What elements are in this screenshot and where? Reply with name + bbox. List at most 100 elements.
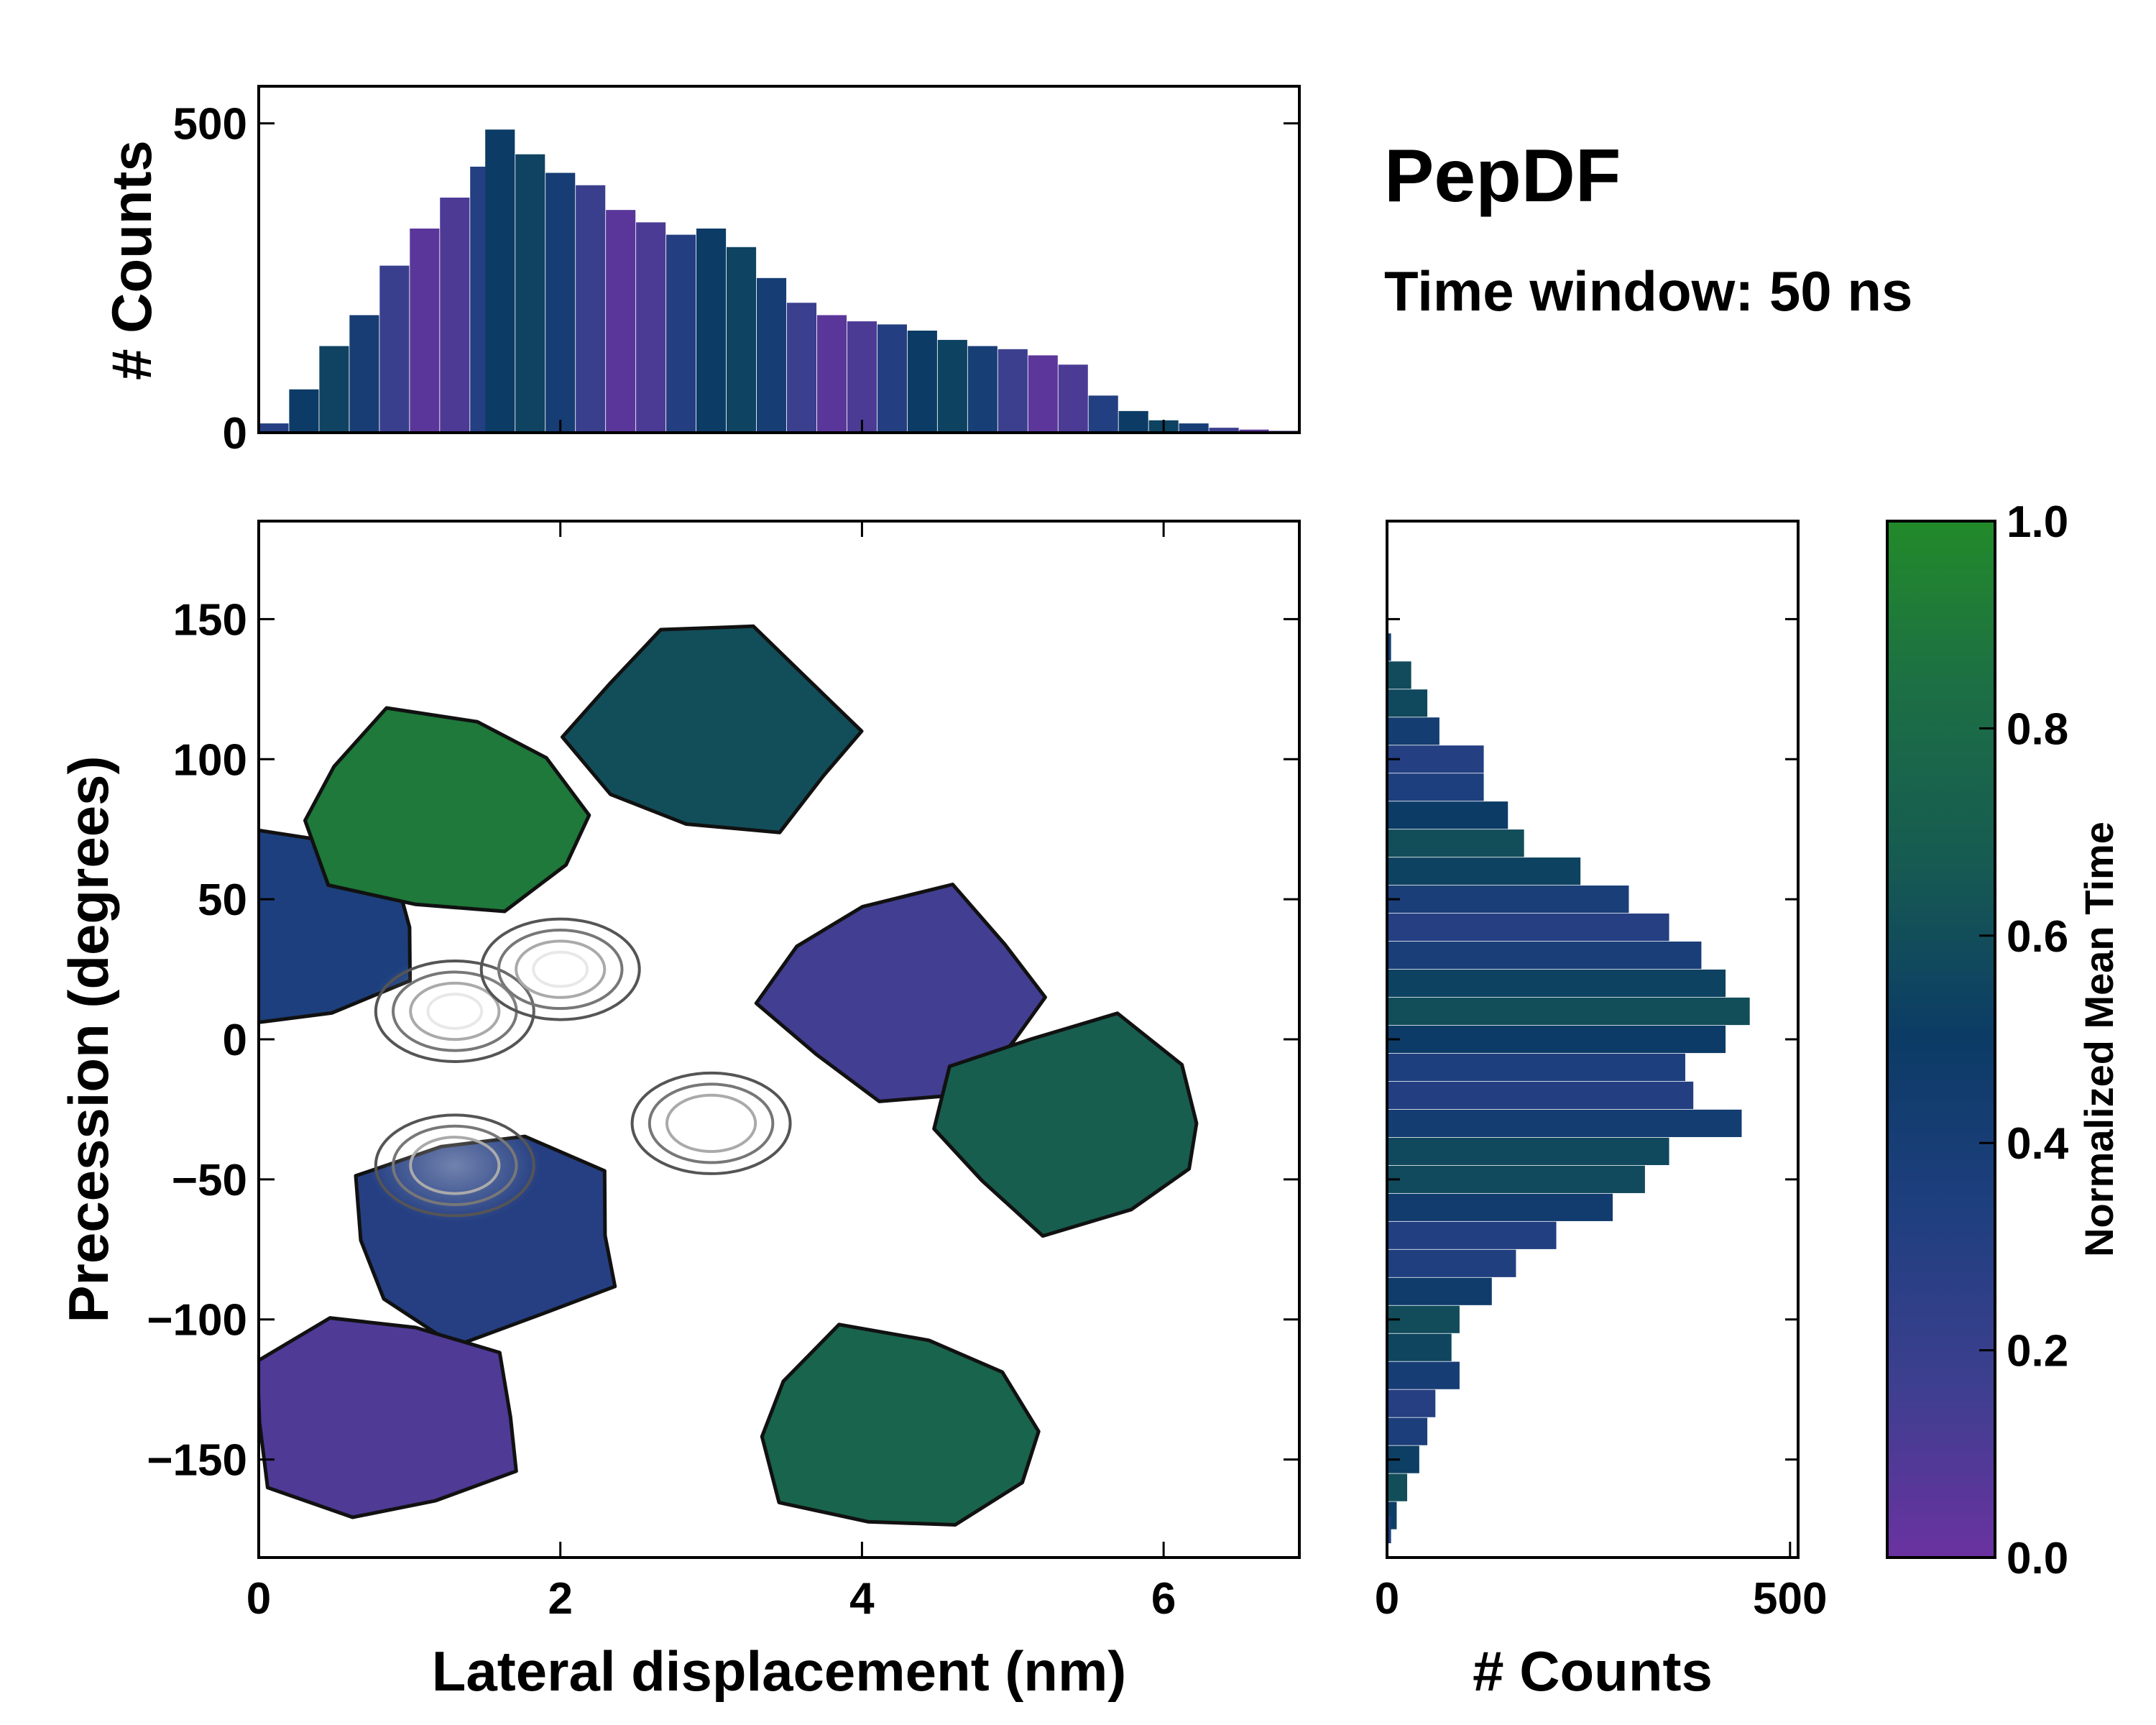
colorbar-tick-label: 0.8 [2007, 704, 2068, 754]
top-bar [967, 346, 998, 433]
right-bar [1387, 1053, 1685, 1082]
colorbar-frame [1886, 520, 1996, 1559]
main-heatmap: 0 2 4 6 150 100 50 0 −50 −100 −150 Lateral displac… [57, 520, 1301, 1703]
right-bar [1387, 1137, 1669, 1165]
top-bar [786, 303, 817, 433]
colorbar-ticks: 0.0 0.2 0.4 0.6 0.8 1.0 [1979, 497, 2069, 1583]
top-bar [1118, 410, 1148, 433]
top-bar [937, 339, 967, 433]
right-bar [1387, 1193, 1613, 1221]
top-bar [1179, 423, 1209, 433]
right-bar [1387, 1389, 1436, 1417]
top-histogram-bars [259, 129, 1299, 433]
top-bar [816, 315, 847, 433]
x-tick-label: 0 [247, 1574, 271, 1624]
top-bar [349, 315, 379, 433]
right-x-tick-label: 500 [1753, 1574, 1827, 1624]
heatmap-region [303, 706, 591, 914]
density-peak [474, 911, 647, 1027]
density-peak [625, 1065, 798, 1181]
right-bar [1387, 941, 1702, 970]
y-tick-label: −100 [147, 1296, 247, 1346]
right-bar [1387, 661, 1411, 689]
y-tick-label: −150 [147, 1436, 247, 1486]
right-bar [1387, 1473, 1408, 1501]
chart-subtitle: Time window: 50 ns [1384, 259, 1912, 323]
right-histogram-bars [1387, 633, 1750, 1544]
top-bar [1088, 395, 1118, 433]
main-ylabel: Precession (degrees) [57, 755, 120, 1322]
right-bar [1387, 886, 1629, 914]
colorbar-tick-label: 0.4 [2007, 1119, 2069, 1169]
top-y-tick-label: 0 [223, 409, 247, 459]
right-histogram-ticks: 0 500 [1375, 617, 1828, 1624]
top-bar [1209, 428, 1239, 433]
density-peaks [368, 911, 798, 1223]
right-bar [1387, 801, 1508, 829]
top-bar [259, 423, 289, 433]
top-bar [410, 228, 440, 433]
x-tick-label: 4 [849, 1574, 875, 1624]
main-ticks: 0 2 4 6 150 100 50 0 −50 −100 −150 [147, 521, 1299, 1624]
heatmap-region [932, 1011, 1199, 1238]
right-bar [1387, 1515, 1391, 1544]
top-bar [636, 222, 666, 433]
right-bar [1387, 969, 1726, 998]
right-histogram-xlabel: # Counts [1473, 1639, 1713, 1703]
right-bar [1387, 1025, 1726, 1054]
top-bar [545, 172, 576, 433]
right-bar [1387, 1081, 1694, 1110]
top-y-tick-label: 500 [173, 100, 247, 150]
top-bar [1058, 364, 1088, 433]
top-histogram: 0 500 # Counts [100, 85, 1301, 459]
y-tick-label: −50 [172, 1156, 247, 1205]
colorbar-tick-label: 1.0 [2007, 497, 2068, 547]
top-bar [666, 234, 696, 433]
right-bar [1387, 914, 1669, 942]
colorbar: 0.0 0.2 0.4 0.6 0.8 1.0 Normalized Mean Time [1886, 497, 2122, 1583]
right-bar [1387, 773, 1484, 801]
top-bar [1028, 355, 1058, 433]
right-bar [1387, 689, 1428, 717]
right-bar [1387, 997, 1750, 1026]
top-bar [515, 154, 545, 433]
colorbar-tick-label: 0.2 [2007, 1327, 2068, 1376]
top-bar [319, 346, 349, 433]
top-bar [289, 389, 319, 433]
right-bar [1387, 857, 1581, 886]
top-bar [1239, 429, 1269, 433]
top-bar [485, 129, 515, 433]
right-bar [1387, 633, 1391, 661]
right-bar [1387, 829, 1524, 857]
y-tick-label: 100 [173, 735, 247, 785]
top-bar [907, 330, 937, 433]
x-tick-label: 2 [548, 1574, 572, 1624]
top-bar [726, 247, 757, 433]
top-bar [379, 265, 410, 433]
right-bar [1387, 745, 1484, 773]
heatmap-region [561, 624, 864, 834]
right-bar [1387, 1333, 1452, 1361]
y-tick-label: 150 [173, 595, 247, 645]
right-bar [1387, 1277, 1492, 1305]
right-x-tick-label: 0 [1375, 1574, 1399, 1624]
colorbar-fill [1887, 521, 1995, 1558]
main-xlabel: Lateral displacement (nm) [432, 1639, 1127, 1703]
top-bar [756, 277, 787, 433]
top-bar [847, 321, 877, 433]
right-bar [1387, 1417, 1428, 1445]
top-histogram-frame [257, 85, 1301, 434]
right-bar [1387, 1361, 1460, 1389]
colorbar-label: Normalized Mean Time [2076, 822, 2122, 1257]
density-peak [368, 1108, 541, 1223]
y-tick-label: 0 [223, 1016, 247, 1065]
top-bar [576, 185, 606, 433]
colorbar-tick-label: 0.0 [2007, 1534, 2068, 1583]
top-bar [440, 197, 470, 433]
heatmap-region [760, 1322, 1041, 1527]
top-histogram-ticks: 0 500 [173, 100, 1299, 459]
right-bar [1387, 717, 1439, 745]
right-bar [1387, 1249, 1516, 1277]
right-bar [1387, 1109, 1742, 1138]
